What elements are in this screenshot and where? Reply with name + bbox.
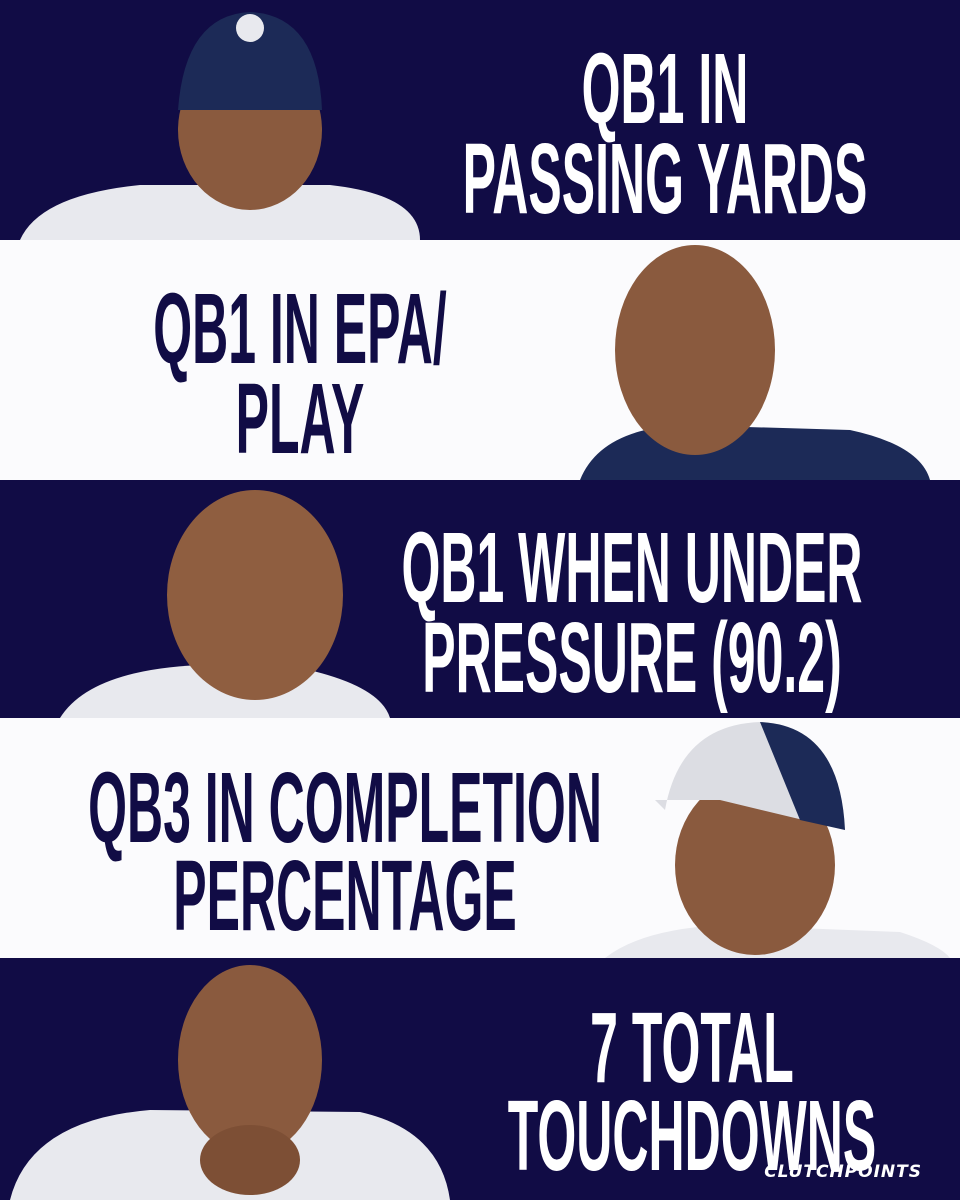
headline-line: QB1 WHEN UNDER <box>401 511 862 624</box>
headline-text: TOUCHDOWNS <box>508 1079 876 1192</box>
headline-line: PASSING YARDS <box>463 122 868 235</box>
headline-text: PRESSURE (90.2) <box>422 601 842 714</box>
headline-text: 7 TOTAL <box>590 991 794 1104</box>
player-photo <box>10 965 450 1200</box>
headline-text: QB3 IN COMPLETION <box>88 751 602 864</box>
headline-line: PLAY <box>236 362 365 475</box>
headline-text: PLAY <box>236 362 365 475</box>
headline-line: QB1 IN EPA/ <box>153 272 447 385</box>
headline-line: QB1 IN <box>582 32 749 145</box>
player-photo <box>20 12 420 240</box>
headline-text: QB1 IN EPA/ <box>153 272 447 385</box>
headline-line: TOUCHDOWNS <box>508 1079 876 1192</box>
player-photo <box>60 490 390 718</box>
headline-text: QB1 IN <box>582 32 749 145</box>
player-photo <box>605 722 950 958</box>
headline-line: PERCENTAGE <box>173 839 517 952</box>
headline-text: PERCENTAGE <box>173 839 517 952</box>
headline-line: 7 TOTAL <box>590 991 794 1104</box>
headline-text: PASSING YARDS <box>463 122 868 235</box>
player-photo <box>580 245 930 480</box>
headline-line: PRESSURE (90.2) <box>422 601 842 714</box>
headline-line: QB3 IN COMPLETION <box>88 751 602 864</box>
headline-text: QB1 WHEN UNDER <box>401 511 862 624</box>
brand-logo: CLUTCHPOINTS <box>764 1162 922 1182</box>
